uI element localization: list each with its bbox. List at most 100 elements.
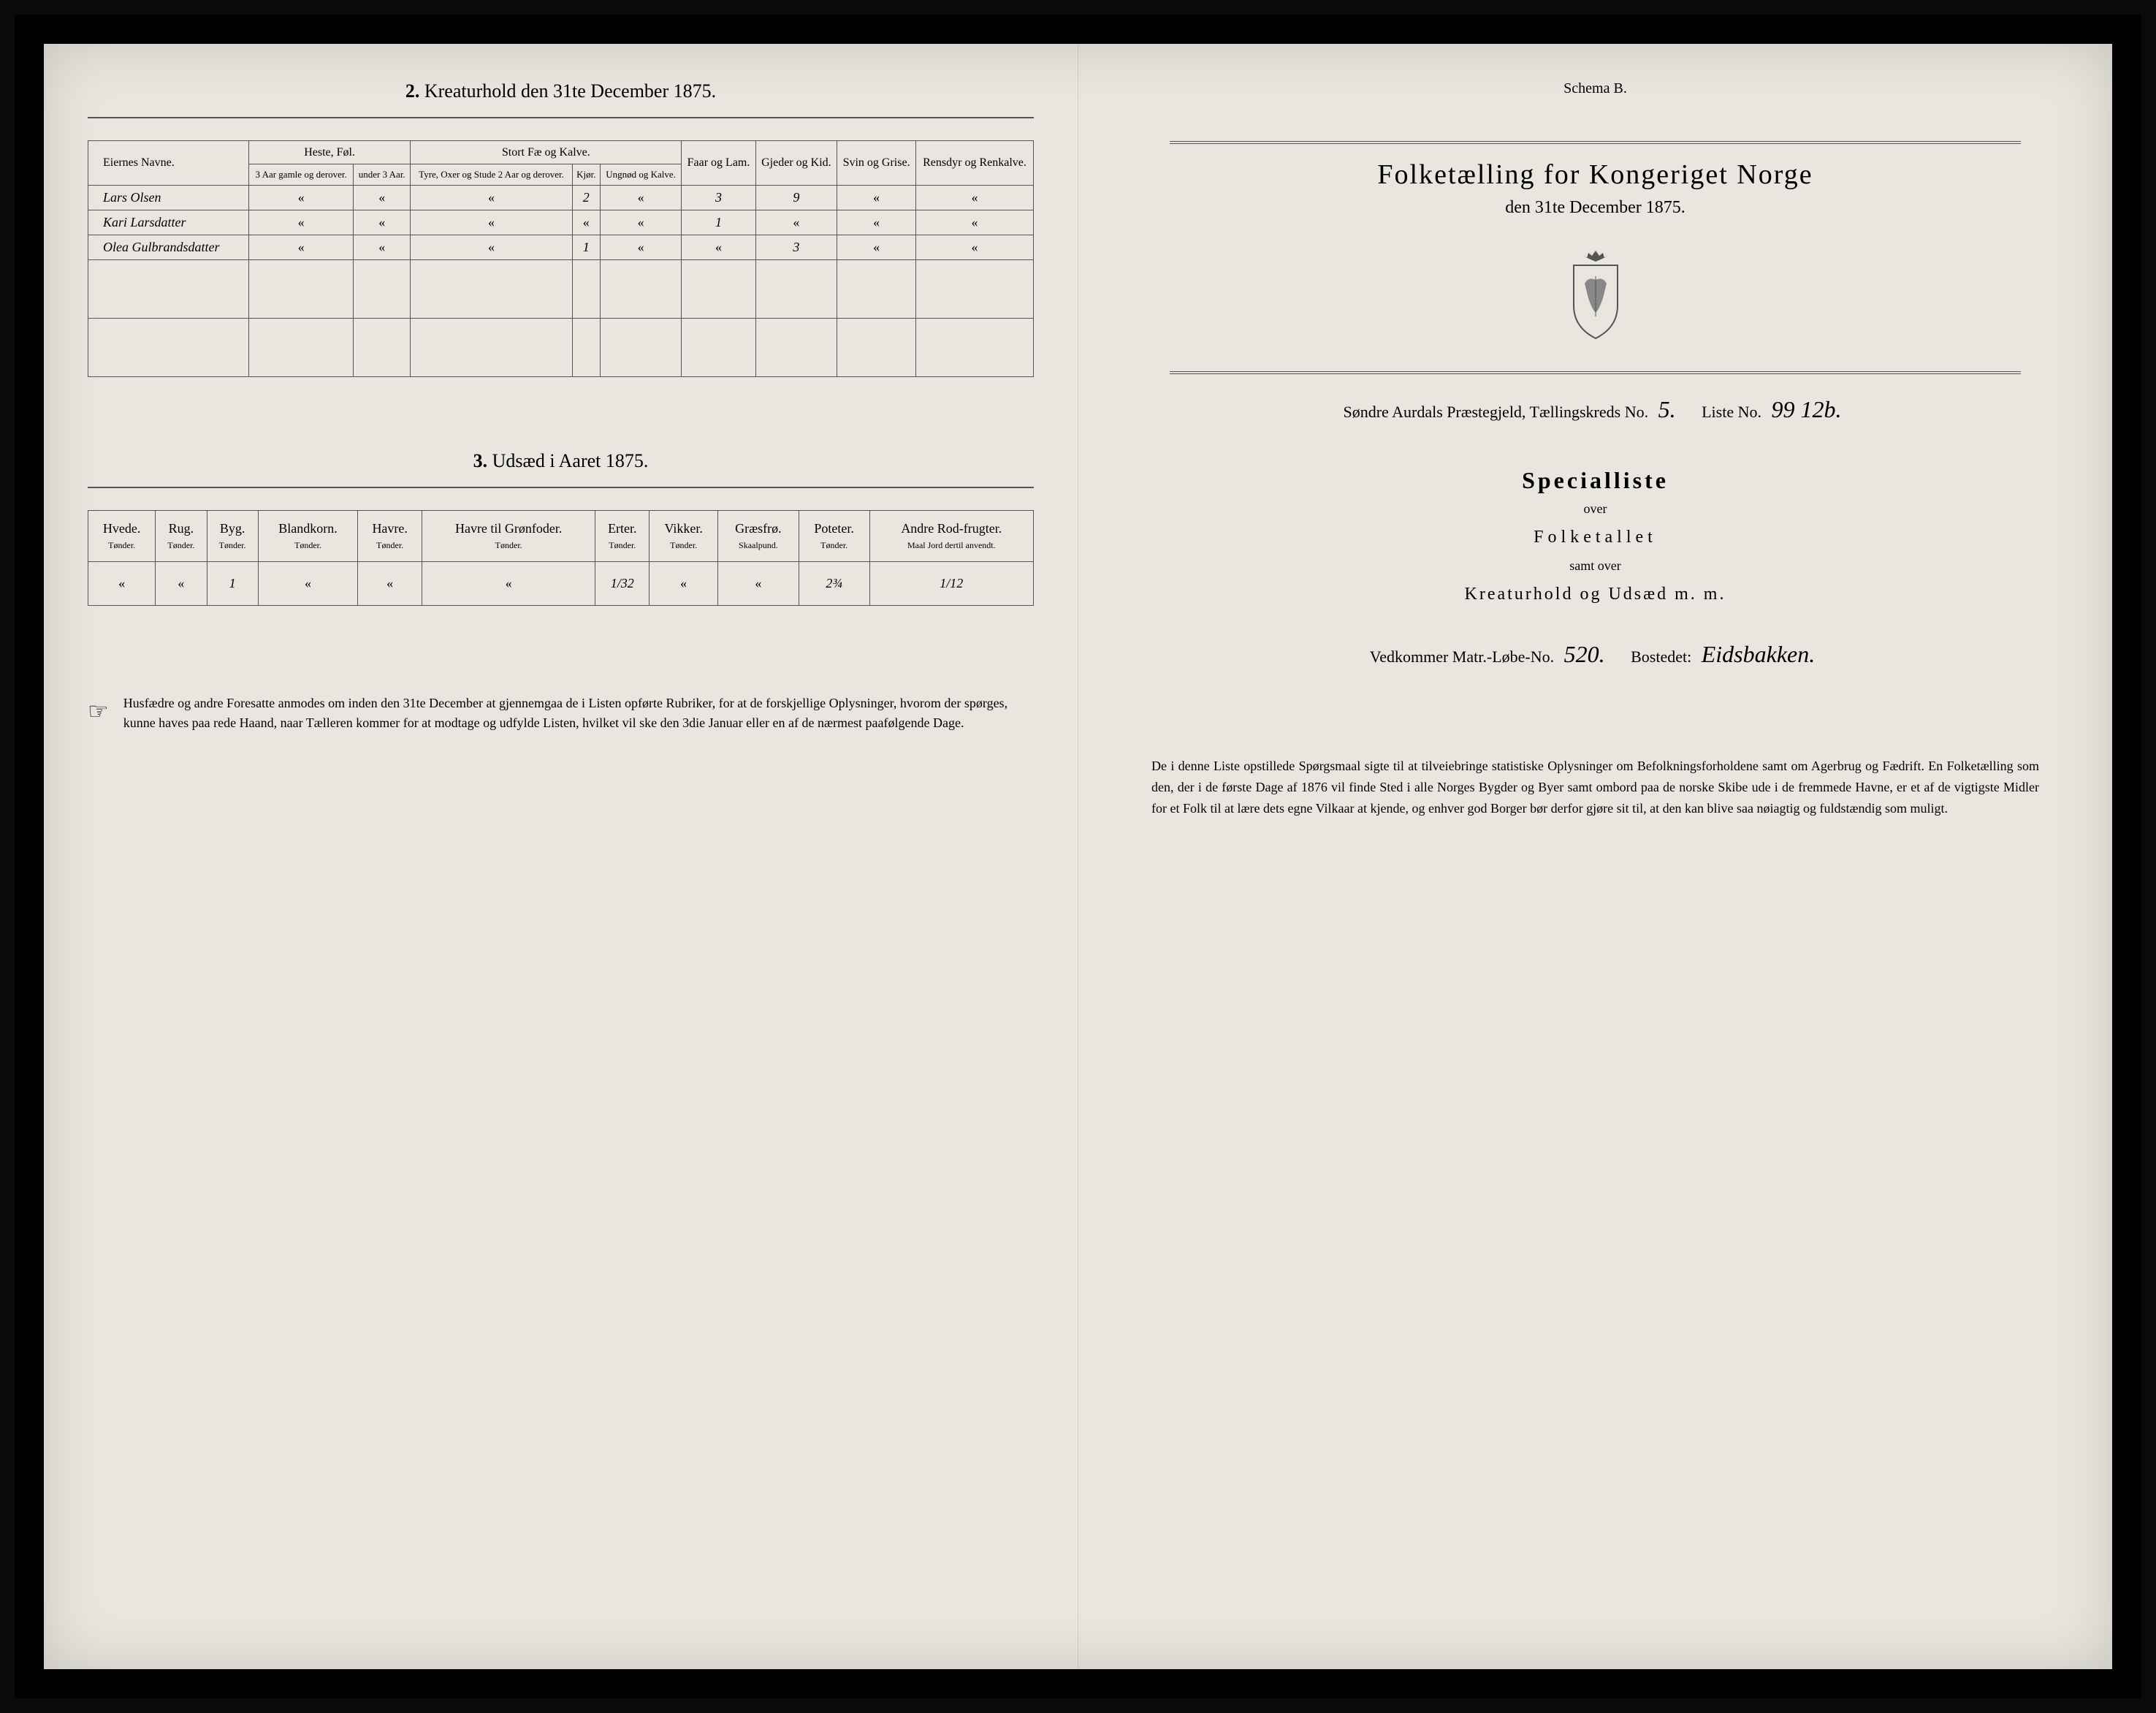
over1: over — [1122, 501, 2068, 517]
th-faar: Faar og Lam. — [682, 141, 755, 186]
cell: « — [837, 210, 916, 235]
section3-title: 3. Udsæd i Aaret 1875. — [88, 450, 1034, 472]
th: Blandkorn.Tønder. — [258, 510, 358, 561]
cell: « — [422, 561, 595, 605]
pointing-hand-icon: ☞ — [88, 694, 109, 733]
section2-text: Kreaturhold den 31te December 1875. — [424, 80, 716, 102]
cell: « — [88, 561, 156, 605]
cell: « — [354, 185, 411, 210]
cell: 3 — [755, 235, 837, 259]
cell: « — [249, 185, 354, 210]
cell: 1 — [207, 561, 258, 605]
udsaed-table: Hvede.Tønder.Rug.Tønder.Byg.Tønder.Bland… — [88, 510, 1034, 606]
vedkommer-label: Vedkommer Matr.-Løbe-No. — [1370, 647, 1554, 666]
cell: « — [572, 210, 600, 235]
cell: « — [915, 235, 1033, 259]
th: Poteter.Tønder. — [799, 510, 869, 561]
cell: « — [837, 235, 916, 259]
cell: 1 — [682, 210, 755, 235]
cell: 1/12 — [869, 561, 1033, 605]
cell: 9 — [755, 185, 837, 210]
cell: « — [411, 235, 573, 259]
bosted-label: Bostedet: — [1631, 647, 1691, 666]
liste-no: 99 12b. — [1765, 396, 1847, 422]
th-stort3: Ungnød og Kalve. — [600, 164, 682, 186]
cell: « — [249, 235, 354, 259]
th-stort2: Kjør. — [572, 164, 600, 186]
coat-of-arms-icon — [1122, 247, 2068, 342]
cell: « — [915, 210, 1033, 235]
folketallet: Folketallet — [1122, 528, 2068, 547]
footer-text: Husfædre og andre Foresatte anmodes om i… — [123, 694, 1034, 733]
divider-top — [1170, 141, 2022, 144]
owner-name: Lars Olsen — [88, 185, 249, 210]
owner-name: Olea Gulbrandsdatter — [88, 235, 249, 259]
liste-label: Liste No. — [1702, 403, 1761, 421]
th: Andre Rod-frugter.Maal Jord dertil anven… — [869, 510, 1033, 561]
cell: « — [600, 210, 682, 235]
table-row: Lars Olsen«««2«39«« — [88, 185, 1034, 210]
cell: « — [411, 185, 573, 210]
left-footer: ☞ Husfædre og andre Foresatte anmodes om… — [88, 694, 1034, 733]
main-title: Folketælling for Kongeriget Norge — [1122, 159, 2068, 191]
cell: « — [718, 561, 799, 605]
bosted: Eidsbakken. — [1696, 641, 1821, 667]
kreaturhold-table: Eiernes Navne. Heste, Føl. Stort Fæ og K… — [88, 140, 1034, 377]
section3-num: 3. — [473, 450, 488, 471]
cell: « — [600, 185, 682, 210]
th: Græsfrø.Skaalpund. — [718, 510, 799, 561]
section2-title: 2. Kreaturhold den 31te December 1875. — [88, 80, 1034, 102]
cell: « — [837, 185, 916, 210]
cell: « — [249, 210, 354, 235]
owner-name: Kari Larsdatter — [88, 210, 249, 235]
matr-no: 520. — [1558, 641, 1611, 667]
cell: « — [156, 561, 207, 605]
vedkommer-line: Vedkommer Matr.-Løbe-No. 520. Bostedet: … — [1122, 641, 2068, 668]
cell: 1/32 — [595, 561, 650, 605]
document-spread: 2. Kreaturhold den 31te December 1875. E… — [44, 44, 2112, 1669]
th-svin: Svin og Grise. — [837, 141, 916, 186]
cell: « — [258, 561, 358, 605]
schema-label: Schema B. — [1122, 80, 2068, 97]
left-page: 2. Kreaturhold den 31te December 1875. E… — [44, 44, 1078, 1669]
cell: « — [682, 235, 755, 259]
th-stort1: Tyre, Oxer og Stude 2 Aar og derover. — [411, 164, 573, 186]
th: Rug.Tønder. — [156, 510, 207, 561]
th: Vikker.Tønder. — [650, 510, 718, 561]
th-rensdyr: Rensdyr og Renkalve. — [915, 141, 1033, 186]
cell: « — [755, 210, 837, 235]
th-heste1: 3 Aar gamle og derover. — [249, 164, 354, 186]
kreatur-line: Kreaturhold og Udsæd m. m. — [1122, 585, 2068, 604]
th: Erter.Tønder. — [595, 510, 650, 561]
cell: « — [411, 210, 573, 235]
th: Havre til Grønfoder.Tønder. — [422, 510, 595, 561]
cell: 1 — [572, 235, 600, 259]
cell: 2¾ — [799, 561, 869, 605]
film-frame: 2. Kreaturhold den 31te December 1875. E… — [15, 15, 2141, 1698]
th-eier: Eiernes Navne. — [88, 141, 249, 186]
cell: 2 — [572, 185, 600, 210]
cell: « — [650, 561, 718, 605]
right-page: Schema B. Folketælling for Kongeriget No… — [1078, 44, 2112, 1669]
table-row: Kari Larsdatter«««««1««« — [88, 210, 1034, 235]
cell: « — [600, 235, 682, 259]
th: Havre.Tønder. — [358, 510, 422, 561]
subtitle: den 31te December 1875. — [1122, 198, 2068, 218]
district-line: Søndre Aurdals Præstegjeld, Tællingskred… — [1122, 396, 2068, 423]
section3-text: Udsæd i Aaret 1875. — [492, 450, 649, 471]
th-heste2: under 3 Aar. — [354, 164, 411, 186]
cell: « — [358, 561, 422, 605]
th-heste: Heste, Føl. — [249, 141, 411, 164]
specialliste: Specialliste — [1122, 467, 2068, 494]
rule3 — [88, 487, 1034, 488]
th: Byg.Tønder. — [207, 510, 258, 561]
th-stort: Stort Fæ og Kalve. — [411, 141, 682, 164]
district-prefix: Søndre Aurdals Præstegjeld, Tællingskred… — [1344, 403, 1649, 421]
cell: « — [915, 185, 1033, 210]
cell: « — [354, 210, 411, 235]
cell: « — [354, 235, 411, 259]
table-row: Olea Gulbrandsdatter«««1««3«« — [88, 235, 1034, 259]
th-gjeder: Gjeder og Kid. — [755, 141, 837, 186]
right-footer: De i denne Liste opstillede Spørgsmaal s… — [1122, 756, 2068, 818]
samt-over: samt over — [1122, 558, 2068, 574]
